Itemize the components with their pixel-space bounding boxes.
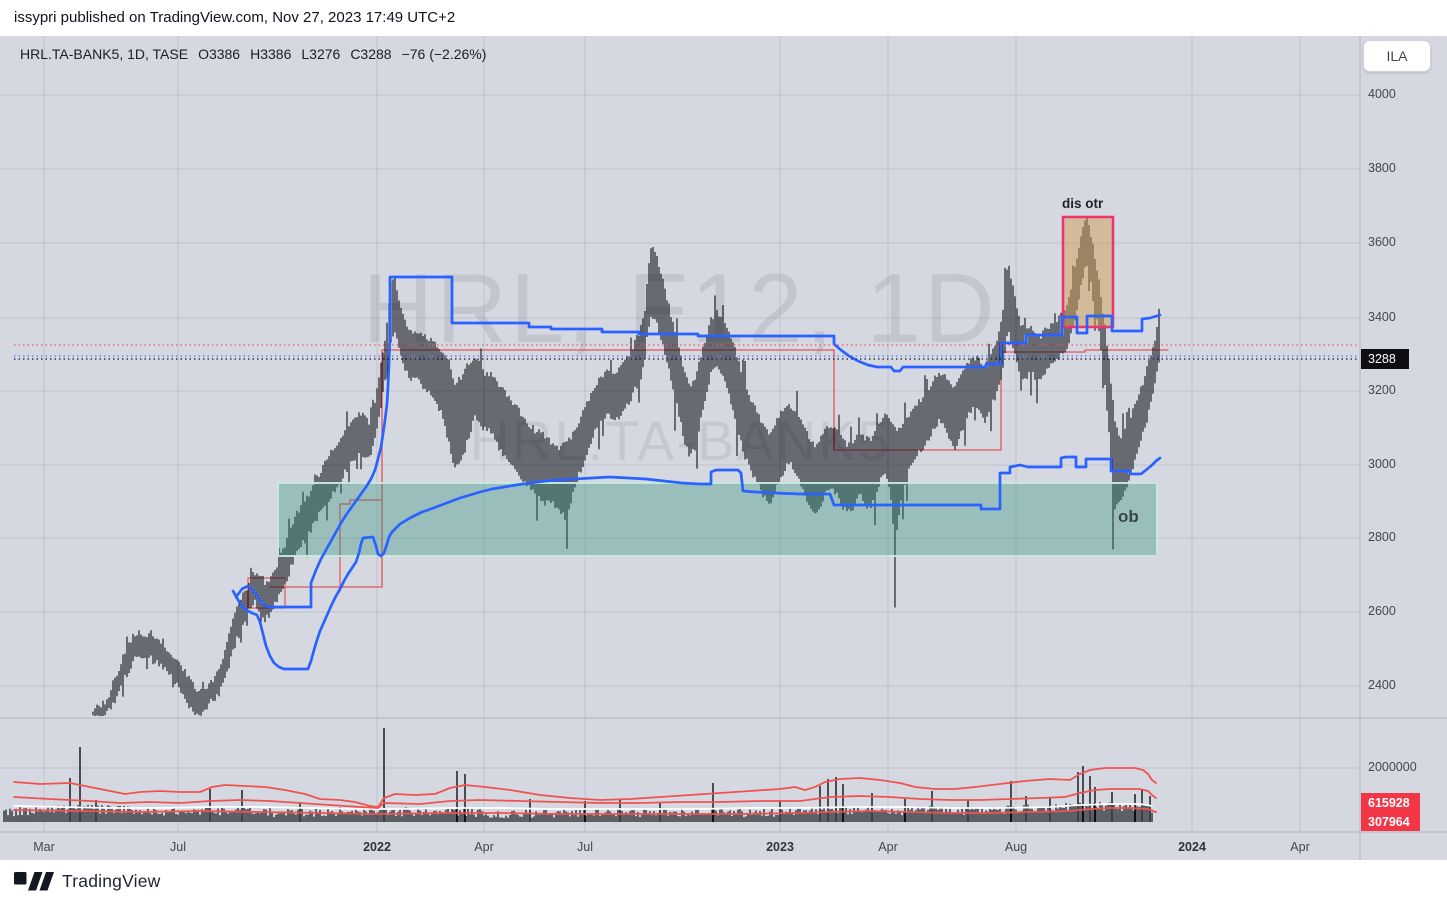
- tradingview-wordmark: TradingView: [62, 871, 161, 891]
- price-tick: 2400: [1368, 678, 1396, 692]
- time-scale[interactable]: Mar Jul 2022 Apr Jul 2023 Apr Aug 2024 Apr: [0, 840, 1360, 896]
- time-tick: 2022: [363, 840, 391, 854]
- price-tick: 4000: [1368, 87, 1396, 101]
- ila-label-box[interactable]: ILA: [1363, 40, 1431, 72]
- time-tick: Aug: [1004, 840, 1028, 854]
- time-tick: Apr: [1290, 840, 1310, 854]
- volume-ma-lower: [13, 807, 1157, 815]
- footer: TradingView: [0, 860, 1447, 906]
- volume-ma-mid: [13, 788, 1157, 809]
- tradingview-logo[interactable]: TradingView: [14, 871, 161, 892]
- legend-high-value: H3386: [250, 46, 292, 62]
- legend-change-value: −76 (−2.26%): [401, 46, 487, 62]
- price-tick: 3400: [1368, 310, 1396, 324]
- price-tick: 3800: [1368, 161, 1396, 175]
- dis-otr-annotation-label: dis otr: [1062, 196, 1104, 211]
- chart-background: [0, 36, 1447, 860]
- ila-label: ILA: [1386, 48, 1408, 64]
- symbol-legend: HRL.TA-BANK5, 1D, TASE O3386 H3386 L3276 C32…: [20, 46, 496, 62]
- volume-badge-lower: 307964: [1361, 812, 1420, 831]
- price-tick: 3200: [1368, 383, 1396, 397]
- symbol-title[interactable]: HRL.TA-BANK5, 1D, TASE: [20, 46, 189, 62]
- publish-info: issypri published on TradingView.com, No…: [0, 0, 1447, 36]
- volume-badge-upper: 615928: [1361, 793, 1420, 812]
- time-tick: Apr: [474, 840, 494, 854]
- tradingview-logo-icon: [14, 872, 54, 891]
- volume-ma-white: [13, 803, 1153, 810]
- price-tick: 2600: [1368, 604, 1396, 618]
- price-tick: 2000000: [1368, 760, 1417, 774]
- dis-otr-box[interactable]: [1061, 215, 1115, 329]
- time-tick: 2024: [1178, 840, 1206, 854]
- time-tick: Jul: [577, 840, 593, 854]
- legend-low-value: L3276: [301, 46, 341, 62]
- price-tick: 3000: [1368, 457, 1396, 471]
- blue-stepped-line-upper[interactable]: [234, 275, 1162, 609]
- ob-zone-box[interactable]: [277, 482, 1158, 557]
- legend-close-value: C3288: [350, 46, 392, 62]
- time-tick: Apr: [878, 840, 898, 854]
- time-tick: Jul: [170, 840, 186, 854]
- last-price-badge: 3288: [1361, 349, 1409, 369]
- time-tick: Mar: [33, 840, 55, 854]
- legend-open-value: O3386: [198, 46, 241, 62]
- ob-annotation-label: ob: [1118, 507, 1139, 526]
- price-scale[interactable]: ILA 3288 615928 307964 4000 3800 3600 3400 3…: [1360, 36, 1447, 860]
- red-trade-path-secondary[interactable]: [339, 499, 383, 593]
- price-tick: 2800: [1368, 530, 1396, 544]
- time-tick: 2023: [766, 840, 794, 854]
- blue-stepped-line-lower[interactable]: [231, 455, 1162, 671]
- price-tick: 3600: [1368, 235, 1396, 249]
- volume-ma-upper: [13, 767, 1157, 808]
